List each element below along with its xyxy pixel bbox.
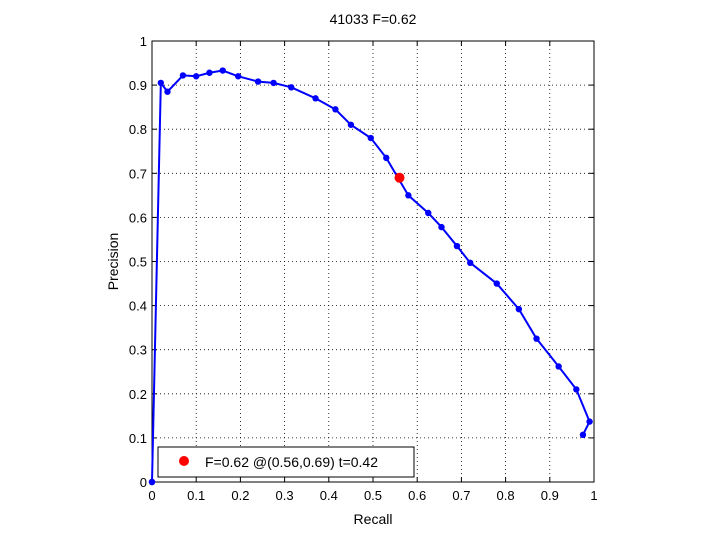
pr-curve-point [164, 88, 171, 95]
pr-curve-point [515, 305, 523, 313]
pr-curve-point [234, 73, 242, 80]
pr-curve-point [270, 79, 277, 87]
x-tick-label: 1 [590, 488, 597, 503]
x-tick-label: 0.5 [364, 488, 382, 503]
pr-curve-point [533, 335, 540, 342]
legend: F=0.62 @(0.56,0.69) t=0.42 [157, 446, 415, 478]
pr-curve-point [148, 478, 156, 486]
pr-curve-point [493, 280, 500, 287]
pr-curve-point [179, 72, 187, 79]
x-tick-label: 0.8 [497, 488, 515, 503]
y-tick-label: 0.4 [129, 299, 147, 314]
grid [152, 41, 594, 482]
x-tick-label: 0 [148, 488, 155, 503]
y-tick-label: 0.9 [129, 78, 147, 93]
pr-curve-point [425, 209, 432, 217]
chart-title: 41033 F=0.62 [330, 11, 417, 27]
pr-curve-point [453, 242, 461, 250]
y-axis-label: Precision [105, 233, 121, 291]
pr-curve-point [438, 223, 445, 231]
legend-marker [179, 456, 189, 466]
pr-curve-point [288, 84, 295, 91]
pr-curve-point [347, 121, 355, 128]
pr-curve-point [219, 67, 226, 74]
pr-curve-point [579, 431, 587, 439]
y-tick-labels: 0 0.1 0.2 0.3 0.4 0.5 0.6 0.7 0.8 0.9 1 [129, 34, 147, 490]
y-tick-label: 0.7 [129, 166, 147, 181]
pr-curve-point [467, 259, 474, 267]
x-tick-label: 0.9 [541, 488, 559, 503]
pr-curve-point [157, 79, 165, 87]
pr-curve-point [383, 154, 390, 162]
pr-curve-point [254, 78, 262, 85]
pr-curve-point [405, 192, 412, 199]
x-tick-label: 0.2 [231, 488, 249, 503]
legend-box [157, 446, 415, 478]
series [148, 67, 593, 486]
pr-curve-line [151, 69, 591, 483]
x-tick-labels: 0 0.1 0.2 0.3 0.4 0.5 0.6 0.7 0.8 0.9 1 [148, 488, 597, 503]
x-axis-label: Recall [354, 511, 393, 527]
x-tick-label: 0.3 [276, 488, 294, 503]
x-tick-label: 0.4 [320, 488, 338, 503]
legend-text: F=0.62 @(0.56,0.69) t=0.42 [205, 454, 378, 470]
best-f-point [394, 172, 405, 183]
pr-curve-point [573, 386, 580, 393]
y-tick-label: 0.3 [129, 343, 147, 358]
y-tick-label: 0.1 [129, 431, 147, 446]
pr-curve-point [332, 106, 339, 113]
y-tick-label: 0.5 [129, 255, 147, 270]
pr-curve-point [555, 363, 562, 370]
y-tick-label: 1 [140, 34, 147, 49]
pr-curve-point [367, 134, 374, 142]
pr-curve-point [206, 69, 213, 76]
pr-curve-point [193, 73, 200, 80]
x-tick-label: 0.1 [187, 488, 205, 503]
y-tick-label: 0.6 [129, 210, 147, 225]
pr-curve-point [586, 418, 593, 425]
x-tick-label: 0.6 [408, 488, 426, 503]
pr-curve-point [312, 95, 319, 102]
y-tick-label: 0 [140, 475, 147, 490]
y-tick-label: 0.8 [129, 122, 147, 137]
x-tick-label: 0.7 [452, 488, 470, 503]
y-tick-label: 0.2 [129, 387, 147, 402]
